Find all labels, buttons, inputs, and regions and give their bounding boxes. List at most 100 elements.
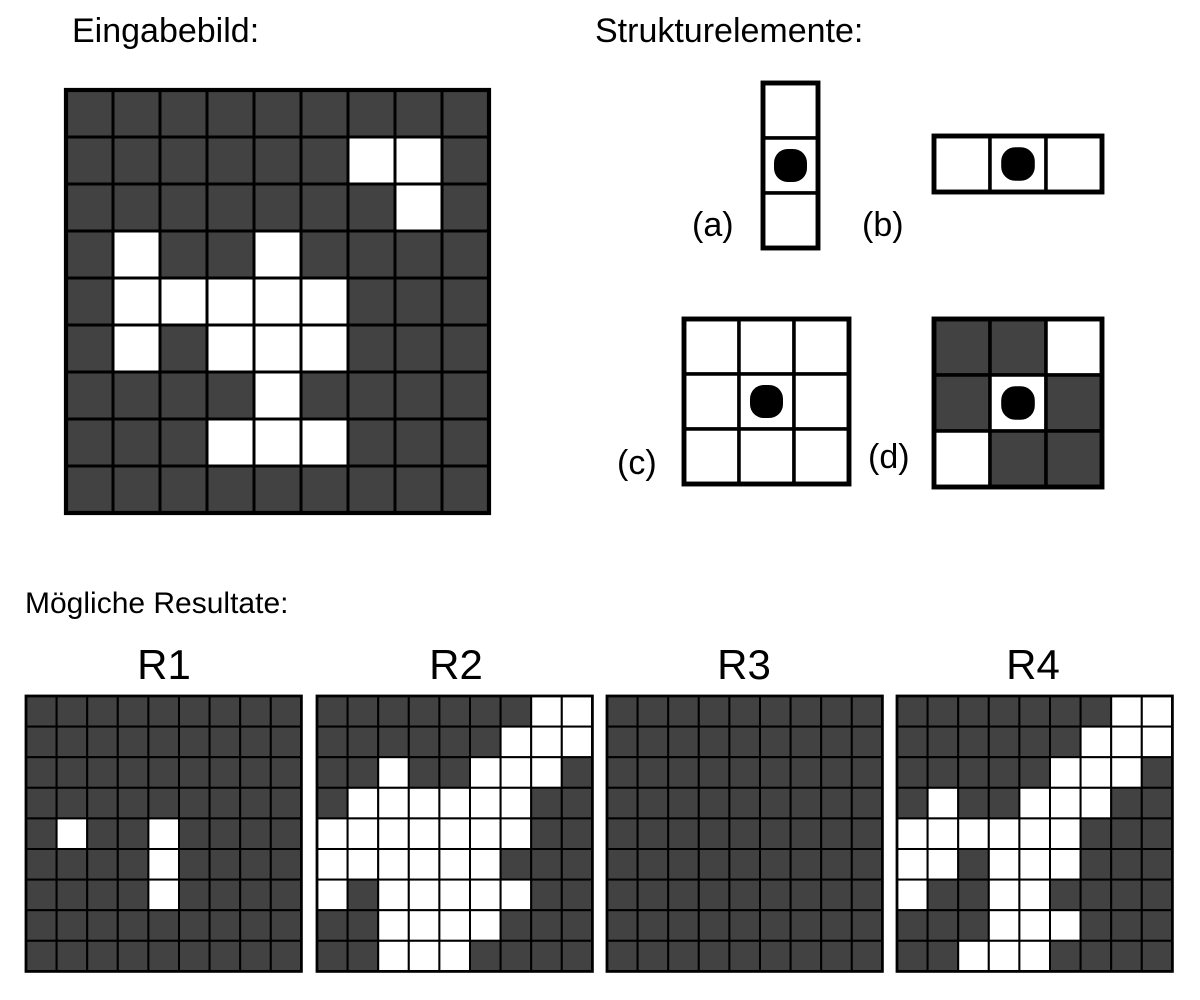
- structuring-element-d-cell-0-2: [1044, 317, 1104, 377]
- result-r1-cell-8-0: [25, 939, 58, 973]
- input-image-cell-3-8: [440, 229, 491, 280]
- result-r2-cell-1-7: [530, 725, 563, 759]
- result-r4-cell-6-5: [1048, 878, 1082, 912]
- result-r1-cell-2-3: [116, 756, 150, 789]
- input-image-cell-5-3: [205, 323, 256, 374]
- result-r2-cell-3-4: [438, 786, 471, 820]
- structuring-element-c-cell-0-1: [737, 317, 796, 376]
- structuring-element-a-cell-0-0: [761, 81, 820, 140]
- result-r4-cell-1-2: [957, 725, 990, 759]
- result-r2-cell-4-8: [560, 817, 594, 850]
- input-image-cell-6-5: [299, 370, 350, 421]
- result-r4-cell-1-6: [1079, 725, 1113, 759]
- result-r2-cell-0-2: [377, 695, 410, 728]
- result-r3-cell-8-1: [636, 939, 670, 973]
- structuring-element-d-label: (d): [868, 438, 910, 476]
- result-r3-cell-6-2: [667, 878, 700, 912]
- result-r3-cell-6-0: [606, 878, 639, 912]
- result-r1-cell-4-6: [208, 817, 242, 850]
- result-r4-cell-6-3: [987, 878, 1021, 912]
- result-r2-cell-3-2: [377, 786, 410, 820]
- result-r4-cell-6-6: [1079, 878, 1113, 912]
- result-r4-cell-2-8: [1140, 756, 1174, 789]
- structuring-element-a-cell-2-0: [761, 191, 820, 250]
- structuring-element-d-cell-0-0: [932, 317, 992, 377]
- result-r4-cell-4-0: [896, 817, 929, 850]
- result-r1-cell-1-8: [269, 725, 303, 759]
- result-r3-cell-3-6: [789, 786, 823, 820]
- result-r1-cell-6-6: [208, 878, 242, 912]
- result-r2-cell-6-2: [377, 878, 410, 912]
- input-image-cell-2-7: [393, 182, 444, 233]
- result-r2-cell-0-7: [530, 695, 563, 728]
- result-r2-cell-3-8: [560, 786, 594, 820]
- result-r1-grid: [24, 694, 303, 973]
- result-r4-cell-5-1: [926, 847, 960, 881]
- result-r2-cell-6-7: [530, 878, 563, 912]
- result-r2-cell-1-8: [560, 725, 594, 759]
- result-r4-cell-3-7: [1110, 786, 1143, 820]
- result-r1-cell-5-7: [239, 847, 272, 881]
- result-r2-cell-6-4: [438, 878, 471, 912]
- result-r4-cell-6-0: [896, 878, 929, 912]
- result-r3-cell-2-3: [697, 756, 731, 789]
- input-image-cell-2-4: [252, 182, 303, 233]
- result-r3-cell-2-8: [850, 756, 884, 789]
- result-r2-cell-8-8: [560, 939, 594, 973]
- input-image-cell-8-8: [440, 464, 491, 515]
- input-image-cell-2-1: [111, 182, 162, 233]
- result-r1-cell-3-5: [177, 786, 211, 820]
- structuring-element-b-origin-marker: [1001, 147, 1035, 181]
- result-r1-cell-8-2: [86, 939, 119, 973]
- result-r4-cell-0-3: [987, 695, 1021, 728]
- structuring-element-d-border: [931, 316, 1105, 490]
- structuring-element-a-label: (a): [692, 206, 734, 244]
- result-r1-cell-4-8: [269, 817, 303, 850]
- input-image-cell-7-4: [252, 417, 303, 468]
- input-image-grid: [63, 87, 492, 516]
- result-r1-cell-0-6: [208, 695, 242, 728]
- result-r4-cell-4-1: [926, 817, 960, 850]
- result-r3-cell-6-8: [850, 878, 884, 912]
- input-image-cell-7-1: [111, 417, 162, 468]
- result-r1-cell-6-2: [86, 878, 119, 912]
- result-r2-cell-3-3: [407, 786, 441, 820]
- result-r3-cell-1-8: [850, 725, 884, 759]
- result-r2-cell-3-0: [316, 786, 349, 820]
- result-r4-cell-2-5: [1048, 756, 1082, 789]
- result-r1-cell-8-6: [208, 939, 242, 973]
- result-r4-cell-2-3: [987, 756, 1021, 789]
- input-image-cell-4-0: [64, 276, 115, 327]
- result-r4-cell-7-2: [957, 909, 990, 942]
- result-r1-cell-0-2: [86, 695, 119, 728]
- result-r1-cell-3-3: [116, 786, 150, 820]
- input-image-cell-3-4: [252, 229, 303, 280]
- result-r1-cell-7-0: [25, 909, 58, 942]
- input-image-cell-5-5: [299, 323, 350, 374]
- structuring-element-c-border: [681, 316, 852, 487]
- result-r2-cell-4-0: [316, 817, 349, 850]
- result-r4-cell-3-5: [1048, 786, 1082, 820]
- structuring-element-c-cell-2-0: [682, 427, 741, 486]
- structuring-element-c-grid: [681, 316, 852, 487]
- result-r2-cell-8-7: [530, 939, 563, 973]
- structuring-element-d-cell-2-1: [988, 429, 1048, 489]
- result-r3-cell-5-6: [789, 847, 823, 881]
- result-r1-cell-0-3: [116, 695, 150, 728]
- result-r2-cell-2-3: [407, 756, 441, 789]
- result-r3-cell-8-8: [850, 939, 884, 973]
- result-r3-cell-1-2: [667, 725, 700, 759]
- result-r4-cell-6-2: [957, 878, 990, 912]
- result-r2-cell-8-1: [346, 939, 380, 973]
- result-r4-cell-5-6: [1079, 847, 1113, 881]
- structuring-element-d-cell-1-2: [1044, 373, 1104, 433]
- result-r3-cell-4-6: [789, 817, 823, 850]
- result-r3-cell-1-7: [820, 725, 853, 759]
- result-r4-cell-4-8: [1140, 817, 1174, 850]
- result-r4-cell-7-0: [896, 909, 929, 942]
- result-r4-cell-7-4: [1018, 909, 1051, 942]
- structuring-element-c-cell-1-2: [792, 372, 851, 431]
- result-r4-cell-1-0: [896, 725, 929, 759]
- result-r3-cell-5-3: [697, 847, 731, 881]
- result-r3-cell-5-2: [667, 847, 700, 881]
